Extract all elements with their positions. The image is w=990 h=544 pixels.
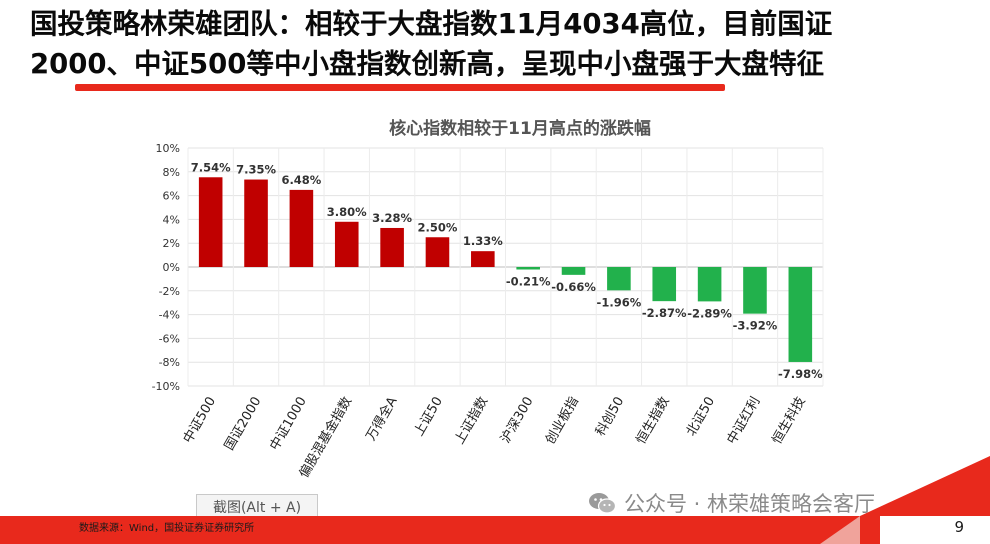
headline-line-1: 国投策略林荣雄团队：相较于大盘指数11月4034高位，目前国证 <box>30 8 833 40</box>
x-tick-label: 上证50 <box>412 395 446 439</box>
bar <box>652 267 677 302</box>
chart-title: 核心指数相较于11月高点的涨跌幅 <box>389 118 651 139</box>
y-tick-label: 0% <box>163 261 180 274</box>
data-label: -0.66% <box>551 280 596 294</box>
x-tick-label: 国证2000 <box>222 395 265 454</box>
x-tick-label: 恒生指数 <box>634 395 673 448</box>
headline-underline <box>75 84 725 91</box>
x-tick-label: 中证500 <box>181 395 219 447</box>
data-label: -7.98% <box>778 367 823 381</box>
chart-y-ticks: 10% 8% 6% 4% 2% 0% -2% -4% -6% -8% -10% <box>152 142 180 393</box>
page-number: 9 <box>954 518 964 536</box>
chart-bars <box>198 177 813 362</box>
bar <box>425 237 450 267</box>
chart-grid <box>187 147 824 387</box>
bar <box>471 251 495 267</box>
data-label: 2.50% <box>418 220 458 234</box>
y-tick-label: -2% <box>159 285 180 298</box>
bar <box>380 227 404 267</box>
footer-accent-light <box>820 516 860 544</box>
bar <box>697 267 722 302</box>
watermark: 公众号 · 林荣雄策略会客厅 <box>588 488 875 518</box>
x-tick-label: 中证1000 <box>267 395 310 454</box>
wechat-icon <box>588 491 617 515</box>
footer-accent-wedge <box>860 456 990 516</box>
data-label: -2.87% <box>642 306 687 320</box>
data-label: 7.54% <box>191 160 231 174</box>
y-tick-label: -6% <box>159 332 180 345</box>
headline-line-2: 2000、中证500等中小盘指数创新高，呈现中小盘强于大盘特征 <box>30 48 824 80</box>
data-label: 7.35% <box>236 163 276 177</box>
bar <box>743 267 767 314</box>
bar <box>788 267 813 362</box>
y-tick-label: -4% <box>159 309 180 322</box>
headline: 国投策略林荣雄团队：相较于大盘指数11月4034高位，目前国证 2000、中证5… <box>30 4 980 84</box>
y-tick-label: -8% <box>159 356 180 369</box>
page-number-box <box>880 516 990 544</box>
chart-data-labels: 7.54% 7.35% 6.48% 3.80% 3.28% 2.50% 1.33% -0.21… <box>191 160 823 381</box>
x-tick-label: 中证红利 <box>724 394 764 447</box>
data-source: 数据来源：Wind，国投证券证券研究所 <box>79 523 255 534</box>
y-tick-label: 8% <box>163 166 180 179</box>
x-tick-label: 沪深300 <box>497 394 536 446</box>
x-tick-label: 上证指数 <box>452 394 491 447</box>
data-label: 3.80% <box>327 205 367 219</box>
bar <box>198 177 223 267</box>
data-label: 3.28% <box>372 211 412 225</box>
bar <box>516 267 540 270</box>
data-label: 6.48% <box>281 173 321 187</box>
bar <box>607 267 631 291</box>
bar <box>244 179 268 267</box>
data-label: -3.92% <box>733 319 778 333</box>
x-tick-label: 北证50 <box>684 395 718 439</box>
x-tick-label: 科创50 <box>593 395 627 439</box>
data-label: -2.89% <box>687 306 732 320</box>
y-tick-label: 10% <box>156 142 180 155</box>
y-tick-label: -10% <box>152 380 180 393</box>
x-tick-label: 创业板指 <box>543 395 582 448</box>
watermark-text: 公众号 · 林荣雄策略会客厅 <box>624 492 876 516</box>
y-tick-label: 4% <box>163 213 180 226</box>
footer-band <box>0 456 990 544</box>
x-tick-label: 万得全A <box>363 394 401 444</box>
x-tick-label: 恒生科技 <box>770 395 809 448</box>
data-label: 1.33% <box>463 234 503 248</box>
y-tick-label: 6% <box>163 190 180 203</box>
bar <box>289 189 314 267</box>
data-label: -1.96% <box>597 295 642 309</box>
bar <box>334 221 359 267</box>
data-label: -0.21% <box>506 274 551 288</box>
y-tick-label: 2% <box>163 237 180 250</box>
bar <box>561 267 586 275</box>
